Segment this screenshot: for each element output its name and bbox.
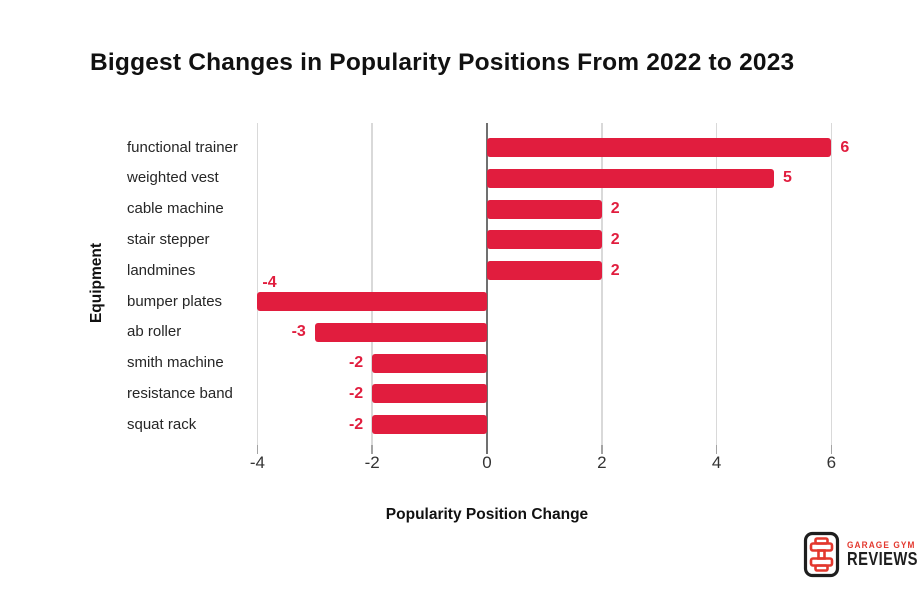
bar-functional-trainer: [487, 138, 832, 157]
chart-title: Biggest Changes in Popularity Positions …: [90, 49, 795, 76]
bar-value-label: 2: [610, 261, 620, 279]
bar-value-label: 2: [610, 230, 620, 248]
x-tick-mark: [486, 445, 488, 454]
x-tick-label: 6: [826, 453, 837, 472]
garage-gym-reviews-logo: GARAGE GYM REVIEWS: [803, 531, 920, 578]
category-label: smith machine: [127, 354, 224, 372]
category-label: weighted vest: [127, 169, 219, 187]
bar-value-label: -2: [348, 354, 364, 372]
category-label: landmines: [127, 261, 196, 279]
category-label: ab roller: [127, 323, 182, 341]
bar-value-label: -4: [262, 274, 277, 291]
bar-value-label: -3: [291, 323, 306, 341]
x-tick-mark: [256, 445, 259, 454]
logo-reviews-text: REVIEWS: [847, 549, 918, 569]
logo-wordmark: GARAGE GYM REVIEWS: [847, 540, 920, 569]
x-tick-mark: [601, 445, 603, 454]
bar-squat-rack: [372, 415, 487, 435]
category-label: resistance band: [127, 384, 233, 402]
category-label: cable machine: [127, 200, 224, 218]
bar-value-label: 2: [610, 200, 620, 218]
x-tick-mark: [830, 445, 833, 454]
x-tick-label: -2: [364, 453, 380, 472]
bar-cable-machine: [487, 199, 602, 219]
category-label: stair stepper: [127, 230, 210, 248]
bar-value-label: -2: [348, 384, 364, 402]
x-tick-label: 2: [597, 453, 607, 472]
bar-stair-stepper: [487, 230, 602, 250]
bar-smith-machine: [372, 353, 487, 373]
gridline: [601, 123, 603, 445]
dumbbell-icon: [803, 531, 840, 578]
gridline: [371, 123, 373, 445]
logo-garage-gym-text: GARAGE GYM: [847, 540, 916, 550]
bar-bumper-plates: [257, 292, 487, 311]
x-axis-title: Popularity Position Change: [385, 506, 589, 523]
bar-value-label: 5: [783, 169, 792, 187]
x-tick-label: -4: [249, 453, 265, 472]
bar-value-label: -2: [348, 415, 364, 433]
x-tick-mark: [371, 445, 373, 454]
x-tick-mark: [715, 445, 718, 454]
x-tick-label: 0: [482, 453, 492, 472]
gridline: [715, 123, 718, 445]
category-label: squat rack: [127, 415, 197, 433]
y-axis-title: Equipment: [88, 242, 105, 324]
bar-weighted-vest: [487, 168, 774, 188]
zero-baseline: [486, 123, 488, 445]
gridline: [256, 123, 259, 445]
category-label: bumper plates: [127, 292, 223, 310]
bar-landmines: [487, 261, 602, 281]
category-label: functional trainer: [127, 138, 238, 156]
bar-resistance-band: [372, 384, 487, 404]
x-tick-label: 4: [711, 453, 722, 472]
bar-ab-roller: [314, 322, 487, 342]
bar-value-label: 6: [840, 138, 850, 156]
gridline: [830, 123, 833, 445]
